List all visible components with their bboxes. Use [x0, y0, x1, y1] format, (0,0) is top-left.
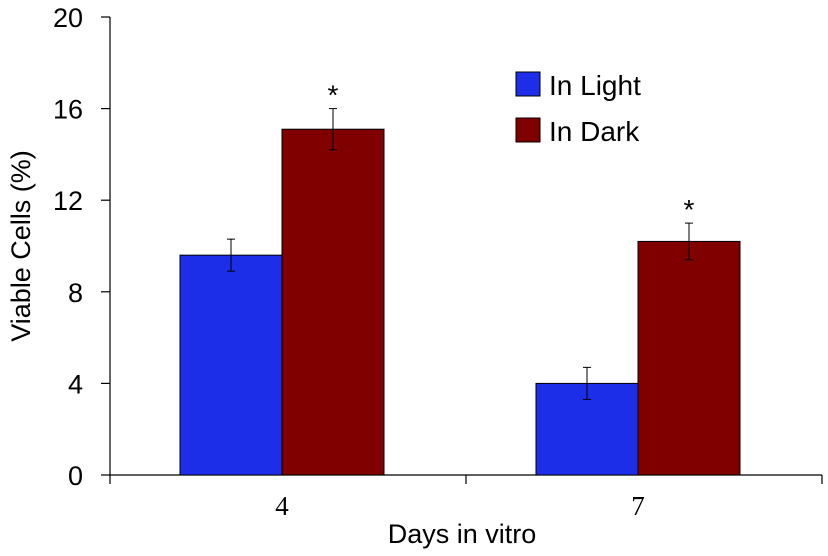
- y-axis-label: Viable Cells (%): [6, 150, 36, 342]
- x-tick-label: 4: [275, 491, 289, 521]
- bars: [179, 128, 741, 476]
- x-axis-label: Days in vitro: [388, 519, 537, 549]
- significance-asterisk: *: [328, 80, 339, 111]
- y-tick-label: 16: [53, 95, 83, 125]
- x-tick-label: 7: [631, 491, 645, 521]
- y-tick-label: 12: [53, 186, 83, 216]
- error-bars: [227, 108, 693, 400]
- bar-in-dark-day-4: [281, 128, 385, 476]
- y-ticks: 0 4 8 12 16 20: [53, 3, 110, 491]
- bar-in-light-day-4: [179, 254, 283, 476]
- y-tick-label: 0: [68, 461, 83, 491]
- legend: In Light In Dark: [515, 70, 641, 147]
- y-tick-label: 20: [53, 3, 83, 33]
- legend-label-in-light: In Light: [549, 70, 641, 101]
- y-tick-label: 4: [68, 369, 83, 399]
- legend-swatch-in-dark: [515, 117, 541, 143]
- legend-label-in-dark: In Dark: [549, 116, 640, 147]
- significance-asterisk: *: [684, 194, 695, 225]
- legend-swatch-in-light: [515, 71, 541, 97]
- y-tick-label: 8: [68, 278, 83, 308]
- bar-in-dark-day-7: [637, 240, 741, 476]
- significance-markers: **: [328, 80, 695, 226]
